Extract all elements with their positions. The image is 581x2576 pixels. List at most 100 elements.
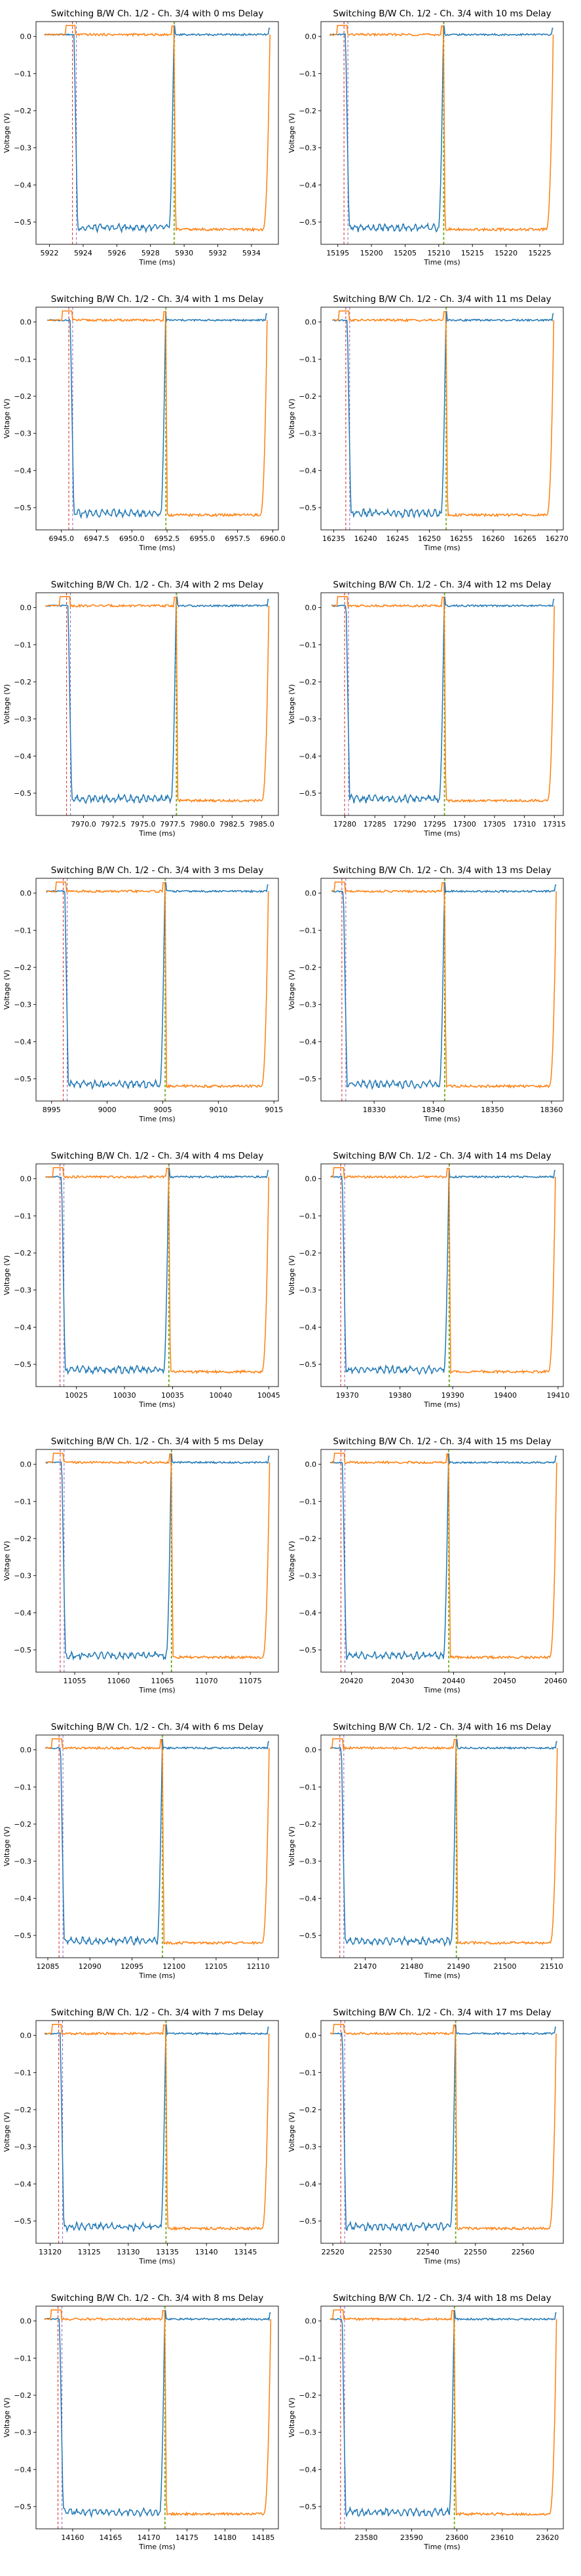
x-tick-label: 11075 (239, 1677, 262, 1685)
y-tick-label: −0.2 (299, 2106, 316, 2114)
y-tick-label: −0.4 (299, 752, 316, 760)
x-tick-label: 16235 (322, 534, 345, 543)
y-axis-label: Voltage (V) (288, 2398, 296, 2438)
y-tick-label: 0.0 (305, 2317, 317, 2326)
axes-frame (35, 1734, 279, 1958)
x-tick-label: 6955.0 (190, 534, 216, 543)
y-tick-label: 0.0 (20, 1461, 32, 1469)
axes-frame (35, 2020, 279, 2244)
chart-title: Switching B/W Ch. 1/2 - Ch. 3/4 with 13 … (333, 865, 551, 876)
x-tick-label: 21500 (494, 1962, 517, 1971)
y-tick-label: 0.0 (20, 1746, 32, 1755)
y-tick-label: −0.1 (299, 926, 316, 935)
axes-frame (320, 878, 564, 1102)
x-tick-label: 17285 (364, 820, 386, 829)
chart-title: Switching B/W Ch. 1/2 - Ch. 3/4 with 3 m… (51, 865, 264, 876)
x-tick-label: 10045 (257, 1391, 280, 1400)
y-tick-label: −0.1 (14, 641, 31, 649)
x-tick-label: 10025 (65, 1391, 88, 1400)
x-tick-label: 6950.0 (119, 534, 145, 543)
series-ch12-line (45, 1453, 270, 1661)
series-ch12-line (329, 2024, 557, 2232)
x-axis-label: Time (ms) (423, 1686, 460, 1694)
x-axis-label: Time (ms) (423, 1400, 460, 1409)
y-tick-label: −0.1 (14, 2068, 31, 2077)
series-ch12-line (44, 2309, 271, 2518)
x-tick-label: 15205 (394, 249, 417, 257)
y-tick-label: −0.1 (299, 355, 316, 364)
series-ch34-line (329, 2309, 557, 2517)
x-tick-label: 9015 (265, 1106, 283, 1114)
axes-frame (35, 1449, 279, 1673)
x-tick-label: 13125 (78, 2248, 101, 2256)
y-tick-label: −0.3 (299, 1857, 316, 1866)
x-tick-label: 11065 (151, 1677, 174, 1685)
x-tick-label: 17290 (393, 820, 416, 829)
x-tick-label: 19410 (546, 1391, 569, 1400)
y-tick-label: −0.5 (299, 1360, 316, 1369)
y-tick-label: −0.4 (14, 1323, 31, 1332)
y-tick-label: −0.2 (299, 107, 316, 115)
y-tick-label: −0.5 (14, 218, 31, 227)
y-tick-label: −0.1 (299, 69, 316, 78)
y-tick-label: −0.3 (14, 1857, 31, 1866)
y-tick-label: 0.0 (20, 1175, 32, 1184)
x-tick-label: 7975.0 (130, 820, 156, 829)
y-tick-label: −0.5 (14, 504, 31, 512)
series-ch12-line (330, 1167, 555, 1375)
series-ch12-line (330, 1738, 557, 1947)
series-ch12-line (329, 1453, 557, 1660)
y-tick-label: −0.5 (14, 2503, 31, 2511)
y-tick-label: −0.2 (299, 1820, 316, 1829)
y-tick-label: −0.3 (299, 1572, 316, 1580)
y-tick-label: −0.2 (14, 2391, 31, 2400)
x-tick-label: 15215 (461, 249, 484, 257)
subplot-5: Switching B/W Ch. 1/2 - Ch. 3/4 with 12 … (288, 580, 566, 838)
y-tick-label: −0.2 (14, 1535, 31, 1543)
subplot-13: Switching B/W Ch. 1/2 - Ch. 3/4 with 16 … (288, 1722, 564, 1980)
y-tick-label: −0.5 (299, 218, 316, 227)
x-tick-label: 12090 (79, 1962, 102, 1971)
y-tick-label: −0.2 (299, 2391, 316, 2400)
x-tick-label: 23610 (491, 2533, 514, 2542)
x-tick-label: 16245 (386, 534, 409, 543)
y-tick-label: 0.0 (305, 2032, 317, 2040)
x-tick-label: 16255 (450, 534, 473, 543)
x-axis-label: Time (ms) (138, 544, 175, 552)
y-tick-label: 0.0 (305, 318, 317, 327)
series-ch34-line (44, 2309, 272, 2516)
y-tick-label: −0.1 (299, 1212, 316, 1220)
series-ch12-line (329, 2309, 557, 2518)
series-ch12-line (45, 596, 269, 804)
series-ch34-line (47, 310, 268, 517)
x-tick-label: 18340 (422, 1106, 445, 1114)
x-tick-label: 19390 (441, 1391, 464, 1400)
y-axis-label: Voltage (V) (288, 970, 296, 1010)
y-tick-label: −0.4 (14, 2465, 31, 2474)
x-tick-label: 22560 (512, 2248, 534, 2256)
x-tick-label: 13135 (156, 2248, 179, 2256)
y-tick-label: −0.4 (14, 181, 31, 189)
y-tick-label: −0.1 (14, 1497, 31, 1506)
x-tick-label: 14185 (252, 2533, 274, 2542)
subplot-2: Switching B/W Ch. 1/2 - Ch. 3/4 with 1 m… (3, 294, 286, 552)
subplot-12: Switching B/W Ch. 1/2 - Ch. 3/4 with 6 m… (3, 1722, 279, 1980)
y-axis-label: Voltage (V) (3, 1541, 11, 1581)
series-ch12-line (331, 882, 557, 1091)
x-tick-label: 10030 (113, 1391, 136, 1400)
x-tick-label: 21510 (540, 1962, 563, 1971)
y-tick-label: −0.4 (14, 752, 31, 760)
x-axis-label: Time (ms) (423, 829, 460, 838)
y-tick-label: −0.2 (14, 107, 31, 115)
y-tick-label: 0.0 (20, 2317, 32, 2326)
y-tick-label: −0.5 (299, 1646, 316, 1654)
y-tick-label: −0.4 (299, 181, 316, 189)
series-ch34-line (332, 310, 555, 517)
x-tick-label: 14180 (214, 2533, 236, 2542)
y-tick-label: −0.1 (14, 1783, 31, 1791)
x-axis-label: Time (ms) (423, 2257, 460, 2266)
x-tick-label: 15220 (495, 249, 517, 257)
axes-frame (320, 1734, 564, 1958)
x-tick-label: 16250 (418, 534, 441, 543)
x-tick-label: 18350 (481, 1106, 504, 1114)
